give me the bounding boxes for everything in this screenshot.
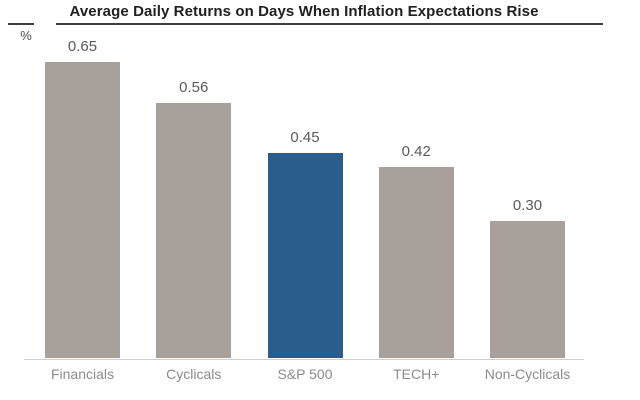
bar-s-p-500 [267,153,343,358]
bar-non-cyclicals [490,221,565,358]
category-label-non-cyclicals: Non-Cyclicals [484,366,571,382]
category-label-tech: TECH+ [393,366,440,382]
chart-title: Average Daily Returns on Days When Infla… [69,3,539,20]
value-label-tech: 0.42 [401,143,431,160]
bar-cyclicals [156,103,232,358]
value-label-cyclicals: 0.56 [179,79,209,96]
x-axis-line [24,359,584,360]
bar-tech [378,167,454,358]
value-label-s-p-500: 0.45 [290,129,320,146]
category-label-cyclicals: Cyclicals [166,366,222,382]
y-axis-unit-label: % [20,28,32,43]
value-label-non-cyclicals: 0.30 [512,197,543,214]
y-axis-top-tick-rule [8,23,34,25]
category-label-financials: Financials [50,366,115,382]
title-underline-rule [56,23,603,25]
value-label-financials: 0.65 [67,38,98,55]
bar-financials [45,62,120,358]
category-label-s-p-500: S&P 500 [277,366,333,382]
